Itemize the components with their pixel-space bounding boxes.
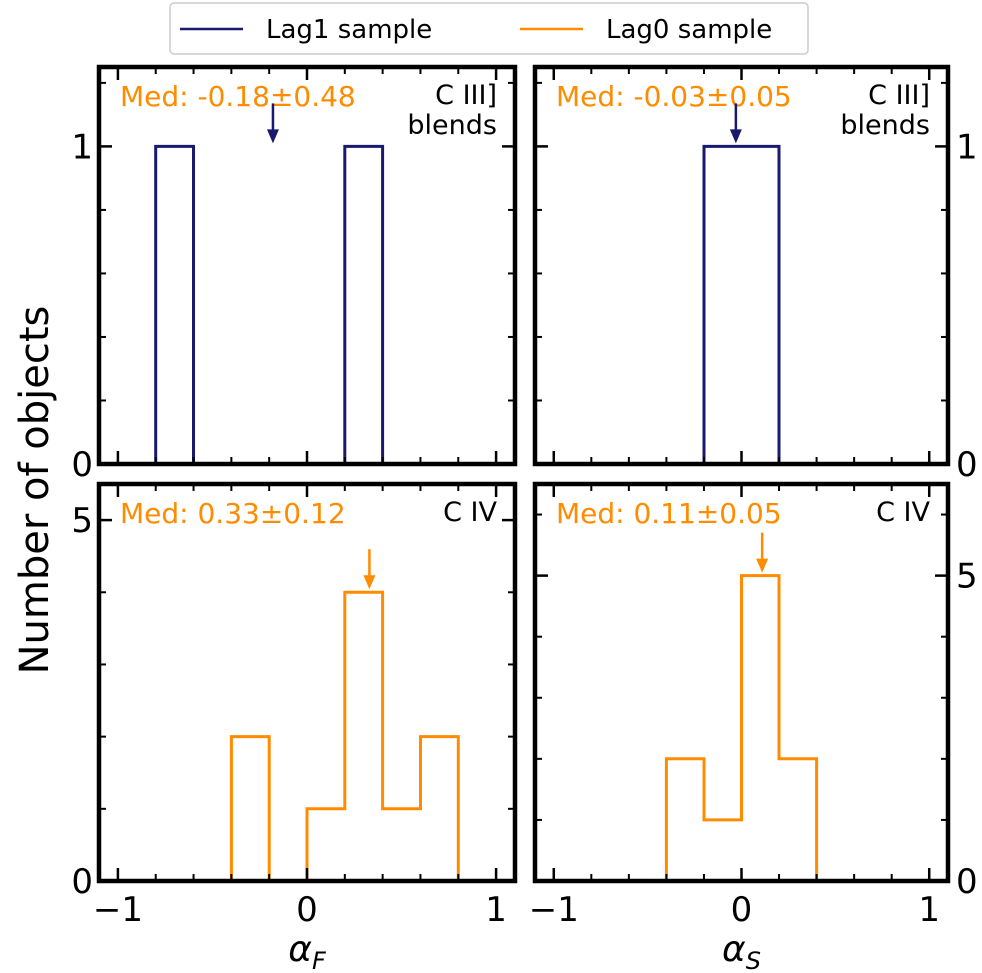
histogram-bin-0: [231, 737, 269, 881]
y-tick-label: 0: [71, 445, 93, 485]
median-arrow-head: [756, 558, 769, 573]
median-label: Med: 0.11±0.05: [556, 497, 782, 530]
histogram-bin-2: [742, 576, 780, 881]
line-species-label: C IV: [443, 497, 497, 528]
histogram-bin-3: [383, 809, 421, 881]
median-label: Med: -0.18±0.48: [120, 80, 356, 113]
y-tick-label: 0: [956, 445, 978, 485]
line-species-label: C IV: [876, 497, 930, 528]
legend: Lag1 sample Lag0 sample: [169, 2, 809, 55]
histogram-bin-0: [666, 759, 704, 881]
median-arrow-head: [729, 129, 742, 144]
histogram-bin-4: [420, 737, 458, 881]
histogram-bin-1: [307, 809, 345, 881]
histogram-outline: [229, 590, 460, 881]
x-tick-label: 0: [296, 890, 318, 930]
median-arrow-head: [363, 575, 376, 590]
histogram-bin-3: [779, 759, 817, 881]
histogram-bin-0: [704, 146, 779, 464]
legend-label-lag0: Lag0 sample: [606, 15, 772, 45]
x-tick-label: 1: [918, 890, 940, 930]
x-axis-label: αS: [722, 929, 761, 973]
y-tick-label: 0: [71, 862, 93, 902]
histogram-outline: [702, 144, 781, 464]
y-tick-label: 0: [956, 862, 978, 902]
histogram-outline: [154, 144, 385, 464]
y-tick-label: 5: [71, 501, 93, 541]
x-tick-label: −1: [529, 890, 579, 930]
x-tick-label: 0: [731, 890, 753, 930]
y-tick-label: 5: [956, 557, 978, 597]
x-tick-label: 1: [485, 890, 507, 930]
line-species-label: blends: [840, 110, 930, 141]
panel-ciii-alpha-f: 0 1 C III]blends Med: -0.18±0.48: [71, 64, 518, 485]
x-axis-label: αF: [288, 929, 327, 973]
median-arrow-head: [266, 129, 279, 144]
median-label: Med: -0.03±0.05: [556, 80, 792, 113]
histogram-bin-0: [156, 146, 194, 464]
y-axis-label: Number of objects: [12, 306, 58, 675]
line-species-label: blends: [407, 110, 497, 141]
histogram-bin-1: [345, 146, 383, 464]
x-tick-label: −1: [93, 890, 143, 930]
median-label: Med: 0.33±0.12: [120, 497, 346, 530]
histogram-bin-2: [345, 592, 383, 881]
line-species-label: C III]: [435, 80, 497, 111]
histogram-outline: [664, 574, 819, 881]
legend-frame: [169, 2, 809, 55]
legend-label-lag1: Lag1 sample: [266, 15, 432, 45]
y-tick-label: 1: [71, 127, 93, 167]
panel-ciii-alpha-s: 0 1 C III]blends Med: -0.03±0.05: [532, 64, 978, 485]
y-tick-label: 1: [956, 127, 978, 167]
line-species-label: C III]: [868, 80, 930, 111]
histogram-bin-1: [704, 820, 742, 881]
